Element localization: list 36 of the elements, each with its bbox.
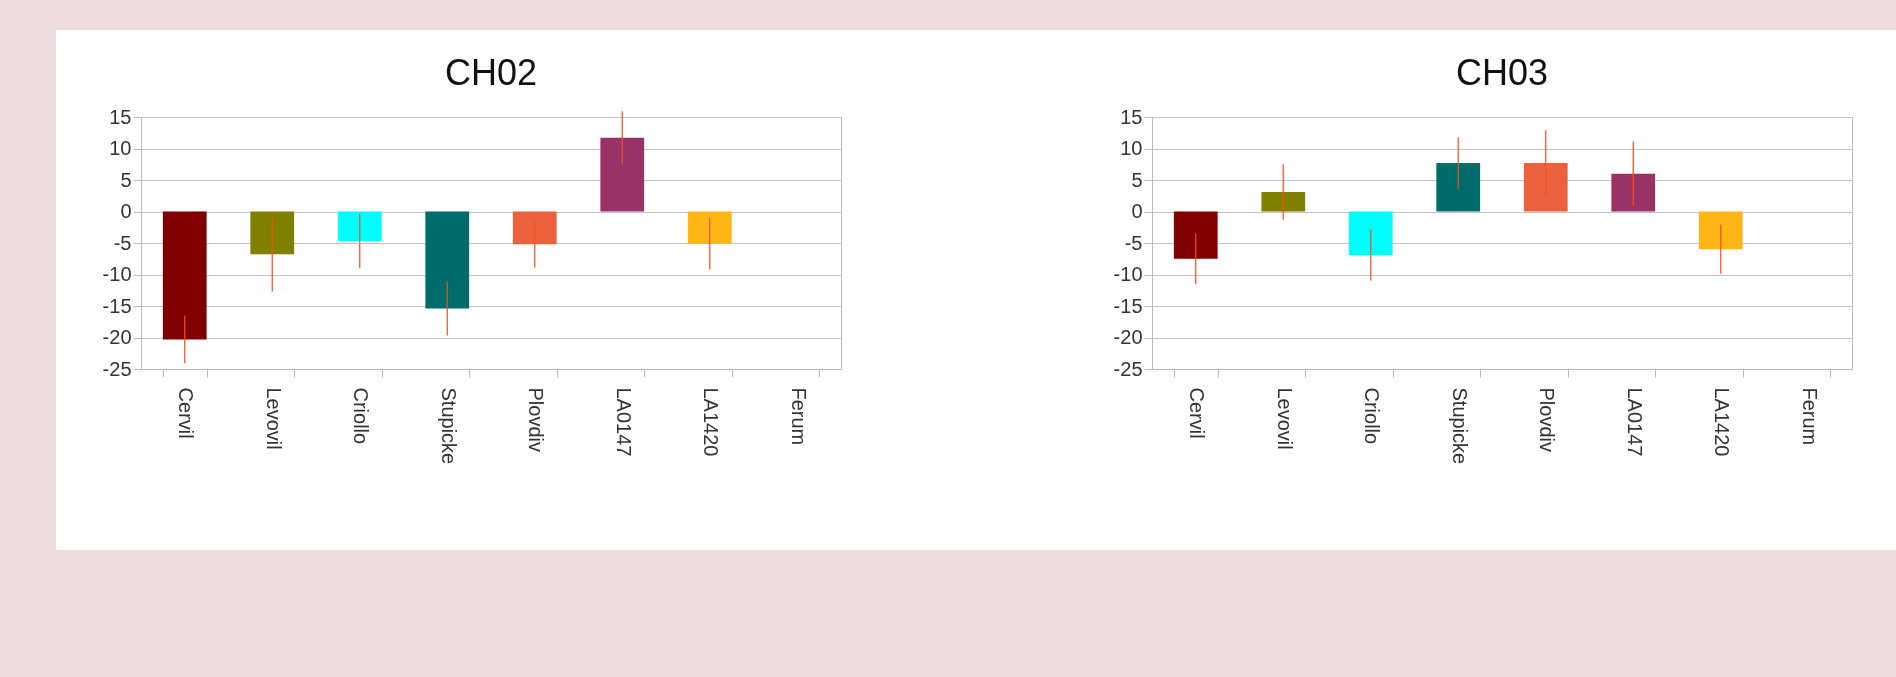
y-tick-label: 10	[1120, 137, 1143, 159]
x-tick-label: Cervil	[1186, 387, 1209, 439]
y-tick-label: 15	[109, 105, 132, 128]
x-tick-label: Criollo	[1361, 387, 1384, 445]
y-tick-label: -25	[102, 357, 132, 380]
y-tick-label: -20	[102, 326, 132, 348]
x-tick-label: Criollo	[350, 387, 373, 445]
x-tick-label: Ferum	[787, 387, 810, 446]
chart-title: CH03	[1455, 52, 1549, 93]
x-tick-label: Plovdiv	[525, 387, 548, 452]
x-tick-label: Ferum	[1798, 387, 1821, 446]
y-tick-label: -10	[102, 263, 132, 285]
y-tick-label: -15	[1113, 294, 1143, 317]
x-tick-label: LA0147	[612, 387, 635, 457]
x-tick-label: Levovil	[262, 387, 285, 450]
y-tick-label: -5	[1124, 231, 1143, 254]
y-tick-label: -5	[113, 231, 132, 254]
x-tick-label: Stupicke	[1448, 387, 1471, 465]
chart-title: CH02	[444, 52, 538, 93]
y-tick-label: 0	[1131, 200, 1143, 222]
y-tick-label: -15	[102, 294, 132, 317]
x-tick-label: Stupicke	[437, 387, 460, 465]
x-tick-label: Cervil	[175, 387, 198, 439]
y-tick-label: -10	[1113, 263, 1143, 285]
y-tick-label: -20	[1113, 326, 1143, 348]
y-tick-label: 10	[109, 137, 132, 159]
y-tick-label: 0	[120, 200, 132, 222]
x-tick-label: LA1420	[1711, 387, 1734, 457]
y-tick-label: 5	[120, 168, 132, 191]
y-tick-label: 15	[1120, 105, 1143, 128]
x-tick-label: Levovil	[1273, 387, 1296, 450]
y-tick-label: 5	[1131, 168, 1143, 191]
x-tick-label: Plovdiv	[1536, 387, 1559, 452]
y-tick-label: -25	[1113, 357, 1143, 380]
x-tick-label: LA0147	[1623, 387, 1646, 457]
x-tick-label: LA1420	[700, 387, 723, 457]
